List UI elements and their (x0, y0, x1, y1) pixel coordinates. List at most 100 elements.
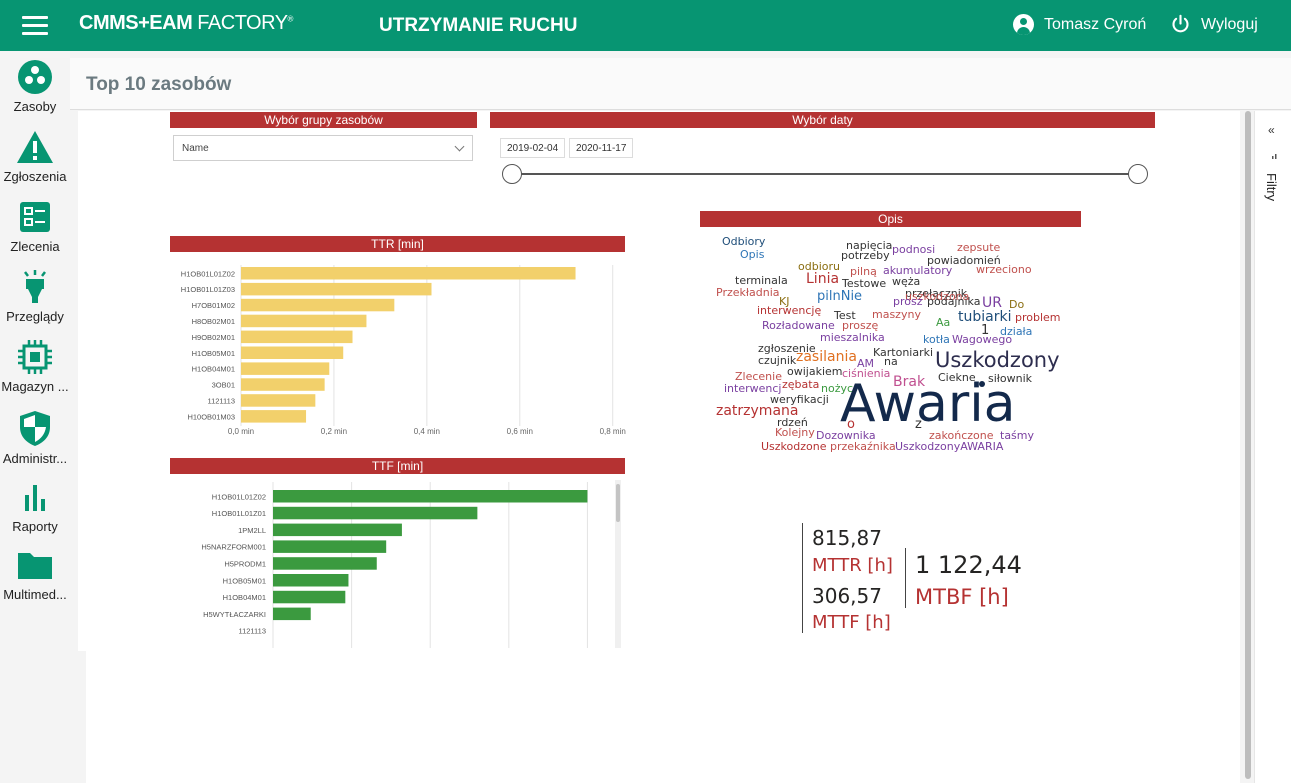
ttf-bar (273, 590, 346, 604)
wordcloud-word: kotła (923, 333, 950, 346)
wordcloud-word: terminala (735, 274, 788, 287)
sidebar-item-multimedia[interactable]: Multimed... (0, 549, 70, 602)
wordcloud-word: Aa (936, 316, 951, 329)
sidebar-item-zlecenia[interactable]: Zlecenia (0, 199, 70, 254)
wordcloud-word: zgłoszenie (758, 342, 816, 355)
page-header: Top 10 zasobów (70, 58, 1291, 110)
scrollbar-thumb[interactable] (1245, 111, 1251, 779)
wordcloud-word: Rozładowane (762, 319, 835, 332)
wordcloud-word: pilną (850, 265, 877, 278)
hamburger-menu-icon[interactable] (22, 16, 48, 36)
wordcloud-word: Opis (740, 248, 765, 261)
group-filter-header: Wybór grupy zasobów (170, 112, 477, 128)
warning-icon (17, 131, 53, 163)
ttr-bar (241, 314, 367, 328)
app-title: UTRZYMANIE RUCHU (379, 15, 578, 36)
wordcloud-word: odbioru (798, 260, 840, 273)
sidebar-item-przeglady[interactable]: Przeglądy (0, 269, 70, 324)
logout-button[interactable]: Wyloguj (1170, 14, 1258, 35)
ttf-bar (273, 607, 311, 621)
report-canvas-lower (86, 651, 1240, 783)
collapse-chevron-icon[interactable]: « (1268, 123, 1275, 137)
ttr-category-label: H1OB04M01 (192, 365, 235, 374)
power-icon (1172, 14, 1189, 33)
date-slider-end-handle[interactable] (1128, 164, 1148, 184)
ttf-category-label: H1OB01L01Z01 (212, 509, 266, 518)
assets-icon (18, 60, 52, 94)
wordcloud-word: nożyc (821, 382, 854, 395)
app-logo[interactable]: CMMS+EAM FACTORY® (79, 12, 293, 35)
wordcloud-word: problem (1015, 311, 1061, 324)
shield-icon (20, 411, 50, 446)
logo-main: CMMS+EAM (79, 12, 193, 34)
date-slider-start-handle[interactable] (502, 164, 522, 184)
ttr-tick-label: 0,0 min (228, 427, 254, 436)
sidebar-label: Przeglądy (6, 309, 64, 324)
folder-icon (18, 553, 52, 579)
date-from-input[interactable]: 2019-02-04 (500, 138, 566, 158)
wordcloud-word: zatrzymana (716, 403, 799, 419)
logo-reg: ® (287, 14, 294, 24)
wordcloud-word: UR (982, 295, 1002, 311)
wordcloud-word: Brak (893, 374, 926, 390)
ttr-category-label: H1OB01L01Z03 (181, 285, 235, 294)
ttf-category-label: H5WYTŁACZARKI (203, 610, 266, 619)
wordcloud-word: zakończone (929, 429, 994, 442)
sidebar-item-raporty[interactable]: Raporty (0, 481, 70, 534)
wordcloud-word: zasilania (796, 349, 857, 365)
sidebar-item-zgloszenia[interactable]: Zgłoszenia (0, 129, 70, 184)
mttf-value: 306,57 (812, 584, 882, 608)
wordcloud-word: KJ (779, 295, 790, 308)
ttr-category-label: 3OB01 (212, 381, 235, 390)
ttr-bar (241, 298, 395, 312)
filter-icon (1272, 154, 1277, 159)
sidebar-item-zasoby[interactable]: Zasoby (0, 59, 70, 114)
wordcloud-word: podajnika (927, 295, 981, 308)
wordcloud-word: o (847, 417, 855, 432)
wordcloud-word: napięcia (846, 239, 893, 252)
wordcloud-title: Opis (700, 211, 1081, 227)
sidebar-item-magazyn[interactable]: Magazyn ... (0, 339, 70, 394)
group-dropdown-value: Name (182, 143, 209, 154)
logo-factory: FACTORY (197, 12, 288, 34)
ttf-bar (273, 506, 478, 520)
mttf-label: MTTF [h] (812, 612, 891, 633)
bar-chart-icon (25, 485, 45, 511)
wordcloud-word: powiadomień (927, 254, 1001, 267)
wordcloud-word: Dozownika (816, 429, 876, 442)
sidebar-item-administracja[interactable]: Administr... (0, 409, 70, 466)
ttr-category-label: H9OB02M01 (192, 333, 235, 342)
wordcloud-word: akumulatory (883, 264, 953, 277)
wordcloud-word: UszkodzonyAWARIA (895, 440, 1004, 453)
top-bar: CMMS+EAM FACTORY® UTRZYMANIE RUCHU Tomas… (0, 0, 1291, 51)
report-scrollbar[interactable] (1244, 111, 1254, 781)
ttf-category-label: H1OB05M01 (223, 576, 266, 585)
group-dropdown[interactable]: Name (173, 135, 473, 161)
wordcloud-word: interwencję (757, 304, 822, 317)
wordcloud-word: Do (1009, 298, 1025, 311)
ttf-category-label: H1OB04M01 (223, 593, 266, 602)
user-icon (1013, 14, 1034, 35)
kpi-separator (905, 548, 906, 608)
wordcloud-word: Przekładnia (716, 286, 780, 299)
ttr-bar (241, 378, 325, 391)
filters-pane[interactable]: « Filtry (1254, 111, 1291, 783)
wordcloud-word: węża (892, 275, 921, 288)
wordcloud-word: maszyny (872, 308, 921, 321)
sidebar-label: Raporty (12, 519, 58, 534)
ttf-bar (273, 490, 588, 503)
ttf-category-label: H5NARZFORM001 (201, 543, 266, 552)
sidebar-label: Administr... (2, 451, 68, 466)
wordcloud-word: Testowe (842, 277, 887, 290)
inspection-icon (24, 270, 46, 303)
ttf-bar (273, 557, 377, 570)
user-menu[interactable]: Tomasz Cyroń (1013, 14, 1146, 35)
ttr-category-label: H1OB01L01Z02 (181, 269, 235, 278)
work-orders-icon (20, 202, 50, 232)
date-to-input[interactable]: 2020-11-17 (569, 138, 634, 158)
wordcloud-word: pilnNie (817, 289, 863, 304)
kpi-separator (802, 523, 803, 633)
ttf-bar (273, 523, 402, 537)
date-slider-track[interactable] (512, 173, 1138, 175)
wordcloud-word: 1 (981, 323, 990, 338)
